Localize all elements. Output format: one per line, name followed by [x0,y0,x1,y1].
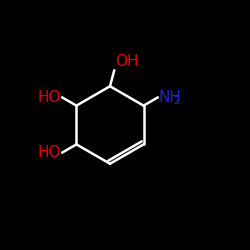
Text: HO: HO [38,145,61,160]
Text: 2: 2 [174,96,180,106]
Text: HO: HO [38,90,61,105]
Text: NH: NH [159,90,182,105]
Text: OH: OH [116,54,139,69]
